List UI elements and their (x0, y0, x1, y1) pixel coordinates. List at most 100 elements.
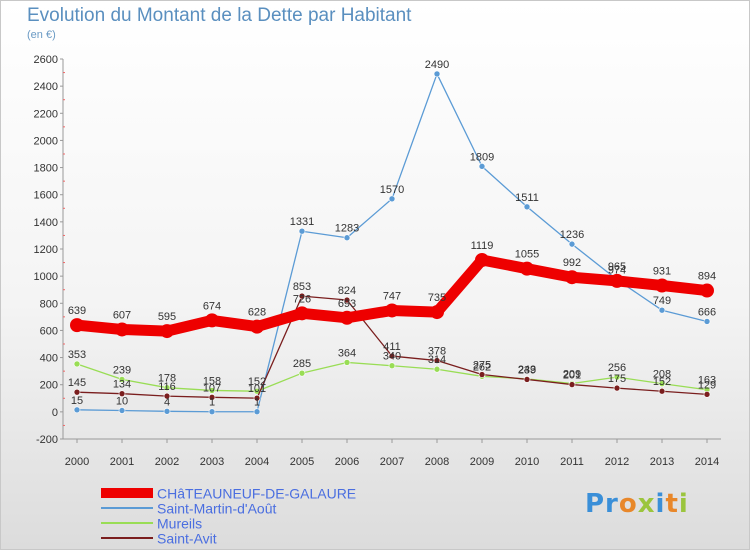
data-label: 1511 (515, 192, 539, 204)
data-point (340, 310, 354, 325)
data-label: 931 (653, 266, 671, 278)
data-label: 145 (68, 377, 86, 389)
data-label: 1809 (470, 151, 494, 163)
y-tick-label: 1400 (34, 217, 58, 229)
x-tick-label: 2004 (245, 456, 269, 468)
data-point (253, 394, 261, 402)
x-tick-label: 2001 (110, 456, 134, 468)
data-point (658, 380, 666, 387)
data-point (658, 306, 666, 314)
data-label: 1331 (290, 216, 314, 228)
data-label: 209 (563, 368, 581, 380)
data-point (160, 324, 174, 339)
x-tick-label: 2011 (560, 456, 584, 468)
data-label: 129 (698, 379, 716, 391)
x-tick-label: 2010 (515, 456, 539, 468)
data-point (475, 252, 489, 267)
data-point (118, 390, 126, 397)
data-label: 208 (653, 369, 671, 381)
data-label: 239 (113, 364, 131, 376)
data-point (388, 362, 396, 370)
data-label: 152 (653, 376, 671, 388)
data-point (70, 318, 84, 333)
data-point (73, 406, 81, 414)
data-label: 974 (608, 265, 626, 277)
y-tick-label: 800 (40, 298, 58, 310)
data-label: 1119 (471, 240, 494, 252)
data-label: 340 (383, 351, 401, 363)
data-label: 107 (203, 382, 221, 394)
data-label: 353 (68, 349, 86, 361)
x-tick-label: 2007 (380, 456, 404, 468)
data-label: 853 (293, 281, 311, 293)
data-label: 175 (608, 373, 626, 385)
data-point (613, 373, 621, 381)
data-point (115, 322, 129, 337)
data-label: 411 (383, 341, 401, 353)
data-point (703, 318, 711, 325)
data-point (703, 391, 711, 398)
y-tick-label: 600 (40, 325, 58, 337)
data-label: 992 (563, 257, 581, 269)
data-point (343, 234, 351, 242)
data-label: 243 (518, 364, 536, 376)
legend-item: Mureils (101, 515, 356, 530)
data-point (208, 408, 216, 416)
data-label: 735 (428, 292, 446, 304)
data-labels-layer: 639 607 595 674 628 726 693 747 735 1119 1055 992 96… (68, 59, 716, 409)
y-tick-label: 1000 (34, 271, 58, 283)
data-label: 101 (248, 383, 266, 395)
data-label: 178 (158, 373, 176, 385)
data-point (568, 240, 576, 248)
data-point (205, 313, 219, 328)
data-point (565, 270, 579, 285)
data-point (478, 371, 486, 378)
data-point (433, 365, 441, 373)
data-label: 152 (248, 376, 266, 388)
data-label: 163 (698, 375, 716, 387)
legend-swatch (101, 488, 153, 499)
legend-swatch (101, 507, 153, 510)
data-label: 15 (71, 395, 83, 407)
y-tick-label: 2400 (34, 81, 58, 93)
data-point (613, 384, 621, 392)
legend-label: CHâTEAUNEUF-DE-GALAURE (157, 485, 357, 502)
data-label: 2490 (425, 59, 449, 71)
data-point (520, 261, 534, 276)
y-tick-label: 400 (40, 353, 58, 365)
data-point (73, 360, 81, 368)
x-tick-label: 2006 (335, 456, 359, 468)
y-tick-label: 2200 (34, 108, 58, 120)
data-label: 1055 (515, 249, 539, 261)
data-label: 693 (338, 298, 356, 310)
legend-swatch (101, 522, 153, 525)
x-tick-label: 2003 (200, 456, 224, 468)
y-tick-label: 1600 (34, 190, 58, 202)
data-point (658, 387, 666, 395)
data-label: 965 (608, 261, 626, 273)
data-label: 262 (473, 361, 491, 373)
y-tick-label: 2600 (34, 54, 58, 66)
data-label: 628 (248, 307, 266, 319)
data-point (388, 195, 396, 203)
chart-unit-label: (en €) (27, 29, 56, 41)
data-point (385, 303, 399, 318)
data-point (208, 394, 216, 401)
data-point (298, 369, 306, 377)
data-point (298, 292, 306, 300)
data-label: 747 (383, 290, 401, 302)
chart-axes: -200 0 200 400 600 800 1000 1200 1400 1600 1800 200… (34, 54, 721, 468)
data-label: 607 (113, 309, 131, 321)
series-layer (70, 70, 714, 416)
x-tick-label: 2014 (695, 456, 719, 468)
data-point (700, 283, 714, 298)
data-point (208, 387, 216, 394)
data-point (523, 376, 531, 383)
data-label: 201 (563, 370, 581, 382)
data-label: 364 (338, 347, 356, 359)
data-point (655, 278, 669, 293)
data-label: 256 (608, 362, 626, 374)
legend-item: CHâTEAUNEUF-DE-GALAURE (101, 485, 356, 500)
y-tick-label: 2000 (34, 135, 58, 147)
